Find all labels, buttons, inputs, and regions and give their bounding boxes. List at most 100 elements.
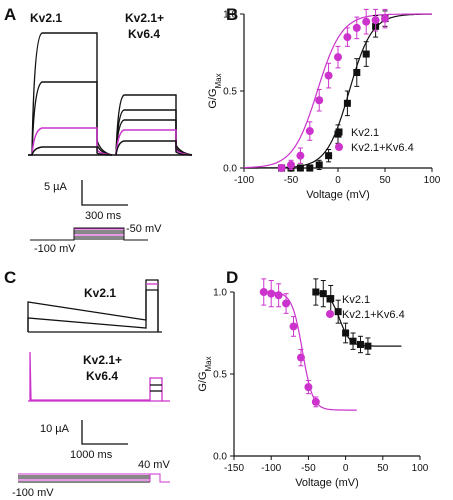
data-point (305, 127, 314, 136)
trace-label-c-kv21: Kv2.1 (84, 286, 116, 300)
data-point (287, 160, 295, 169)
trace-label-kv2164-line1: Kv2.1+ (125, 11, 164, 25)
trace-a-kv21-3 (31, 127, 113, 156)
data-point (353, 69, 361, 77)
data-point (381, 14, 389, 23)
data-point (325, 152, 333, 160)
data-point (343, 33, 352, 42)
trace-a-kv21-1 (28, 32, 113, 156)
protocol-hold-c: -100 mV (12, 487, 54, 499)
y-tick-label: 0.0 (213, 452, 227, 463)
y-tick-label: 0.5 (213, 370, 227, 381)
panel-letter-c: C (4, 268, 16, 287)
trace-c-kv2164-1 (29, 351, 163, 401)
y-axis-title-sub: Max (214, 73, 223, 88)
protocol-hold-a: -100 mV (34, 243, 76, 255)
data-point (277, 164, 286, 172)
x-tick-label: 50 (377, 463, 389, 474)
data-point (296, 353, 305, 362)
y-axis-title-main: G/G (207, 88, 219, 108)
x-axis-title: Voltage (mV) (306, 189, 370, 201)
trace-a-kv21-2 (31, 81, 113, 156)
data-point (342, 329, 350, 337)
x-tick-label: -100 (234, 175, 254, 186)
data-point (343, 99, 351, 107)
data-point (311, 397, 320, 406)
protocol-a (30, 227, 148, 241)
x-tick-label: 0 (335, 175, 341, 186)
panel-c-traces: Kv2.1 Kv2.1+ Kv6.4 10 µA 1000 ms -100 mV… (12, 279, 170, 499)
y-axis-title-sub: Max (204, 356, 213, 371)
scale-current-c: 10 µA (40, 423, 70, 435)
chart-d: -150 -100 -50 0 50 100 0.0 0.5 1.0 Voltage (mV) G/… (197, 278, 429, 489)
y-tick-label: 1.0 (213, 288, 227, 299)
x-tick-label: 100 (424, 175, 441, 186)
data-point (349, 337, 357, 345)
y-axis-title: G/GMax (197, 356, 213, 391)
x-tick-label: -100 (261, 463, 281, 474)
data-point (362, 17, 371, 26)
data-point (334, 53, 342, 62)
protocol-step-c: 40 mV (138, 459, 170, 471)
panel-letter-a: A (4, 5, 16, 24)
protocol-c (18, 473, 170, 483)
data-point (282, 299, 291, 308)
x-tick-label: -50 (284, 175, 299, 186)
data-point (259, 288, 268, 296)
legend-marker (335, 128, 343, 136)
protocol-step-a: -50 mV (126, 223, 162, 235)
data-point (267, 289, 276, 298)
y-tick-label: 0.0 (223, 164, 237, 175)
x-tick-label: -50 (301, 463, 316, 474)
trace-label-kv21: Kv2.1 (30, 11, 62, 25)
x-tick-label: 0 (343, 463, 349, 474)
panel-letter-b: B (226, 5, 238, 24)
x-tick-label: -150 (224, 463, 244, 474)
data-point (289, 322, 298, 331)
data-point (296, 164, 304, 172)
legend-marker (326, 310, 334, 318)
panel-a-traces: Kv2.1 Kv2.1+ Kv6.4 5 µA 300 ms -100 m (28, 11, 193, 255)
trace-label-c-kv2164-line1: Kv2.1+ (83, 353, 122, 367)
data-point (304, 383, 313, 392)
legend-label: Kv2.1 (342, 294, 370, 306)
trace-c-kv21-2 (27, 289, 159, 332)
fit-curve (244, 13, 432, 169)
legend-marker (326, 295, 334, 303)
data-point (352, 23, 361, 32)
data-point (324, 71, 333, 80)
trace-label-c-kv2164-line2: Kv6.4 (86, 369, 118, 383)
legend-label: Kv2.1+Kv6.4 (342, 309, 405, 321)
data-point (371, 16, 380, 25)
data-point (315, 96, 324, 105)
y-tick-label: 0.5 (223, 87, 237, 98)
data-point (312, 288, 320, 296)
data-point (334, 308, 342, 316)
x-axis-title: Voltage (mV) (295, 477, 359, 489)
x-tick-label: 50 (379, 175, 391, 186)
data-point (319, 290, 327, 298)
trace-label-kv2164-line2: Kv6.4 (128, 27, 160, 41)
scale-bar-a (81, 180, 128, 206)
scale-bar-c (81, 420, 128, 445)
data-point (362, 50, 370, 58)
chart-b: -100 -50 0 50 100 0.0 0.5 1.0 Voltage (mV) G/GMax… (207, 8, 441, 201)
y-tick-label: 1.0 (223, 10, 237, 21)
scale-current-a: 5 µA (44, 181, 68, 193)
trace-a-kv2164-1 (112, 94, 193, 156)
y-axis-title: G/GMax (207, 73, 223, 108)
legend-label: Kv2.1+Kv6.4 (351, 142, 414, 154)
y-axis-title-main: G/G (197, 371, 209, 391)
data-point (356, 340, 364, 348)
data-point (315, 161, 323, 169)
legend-label: Kv2.1 (351, 127, 379, 139)
data-point (306, 164, 314, 172)
x-tick-label: 100 (412, 463, 429, 474)
trace-a-kv2164-2 (115, 109, 193, 156)
data-point (274, 291, 283, 300)
scale-time-a: 300 ms (85, 210, 122, 222)
data-point (296, 151, 305, 160)
panel-letter-d: D (226, 268, 238, 287)
scale-time-c: 1000 ms (70, 449, 113, 461)
